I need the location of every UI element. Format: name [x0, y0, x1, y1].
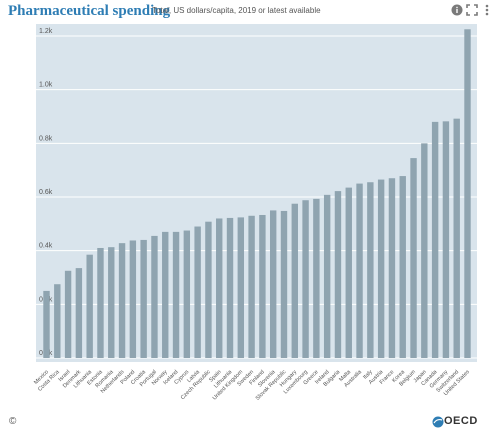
info-icon[interactable]: [451, 4, 463, 16]
expand-icon[interactable]: [466, 4, 478, 16]
bar: [464, 29, 471, 358]
bar: [410, 158, 417, 358]
x-tick-label: Italy: [362, 369, 374, 381]
chart-title: Pharmaceutical spending: [8, 3, 171, 19]
bar: [108, 247, 115, 358]
y-tick-label: 0.8k: [39, 135, 53, 142]
chart-header: Pharmaceutical spending Total, US dollar…: [0, 0, 500, 24]
bar: [86, 254, 93, 358]
bar: [54, 284, 61, 358]
more-icon[interactable]: [481, 4, 493, 16]
bar: [118, 243, 126, 358]
bar: [226, 217, 234, 358]
bar: [388, 178, 396, 358]
bar: [259, 214, 266, 358]
bar: [367, 182, 374, 358]
bar: [280, 210, 288, 358]
bar: [43, 290, 50, 358]
bar: [151, 235, 158, 358]
bar: [162, 231, 169, 358]
y-tick-label: 1.0k: [39, 82, 53, 89]
bar: [453, 118, 460, 359]
bar: [345, 187, 352, 358]
oecd-logo-text: OECD: [444, 415, 478, 427]
oecd-logo[interactable]: OECD: [432, 414, 492, 430]
bar: [442, 121, 450, 358]
bar: [97, 247, 104, 358]
bar: [64, 270, 72, 358]
bar: [216, 218, 223, 358]
bar: [183, 230, 191, 358]
bar: [172, 231, 180, 358]
bar: [194, 226, 201, 358]
bar: [302, 200, 309, 358]
bar: [421, 143, 428, 358]
bar: [237, 217, 245, 358]
bar: [269, 210, 277, 358]
y-tick-label: 0.6k: [39, 189, 53, 196]
bar: [431, 121, 439, 359]
bar: [399, 176, 406, 358]
bar: [334, 191, 342, 358]
bar: [323, 194, 331, 358]
bar: [377, 179, 385, 358]
bar: [140, 239, 147, 358]
copyright-text: ©: [9, 416, 17, 427]
bar: [205, 221, 212, 358]
bar: [248, 215, 255, 358]
bar: [291, 203, 298, 358]
bar: [75, 268, 83, 358]
bar: [313, 198, 320, 358]
chart-subtitle: Total, US dollars/capita, 2019 or latest…: [152, 6, 321, 15]
y-tick-label: 1.2k: [39, 28, 53, 35]
bar: [356, 183, 363, 358]
bar: [129, 240, 137, 358]
y-tick-label: 0.4k: [39, 243, 53, 250]
